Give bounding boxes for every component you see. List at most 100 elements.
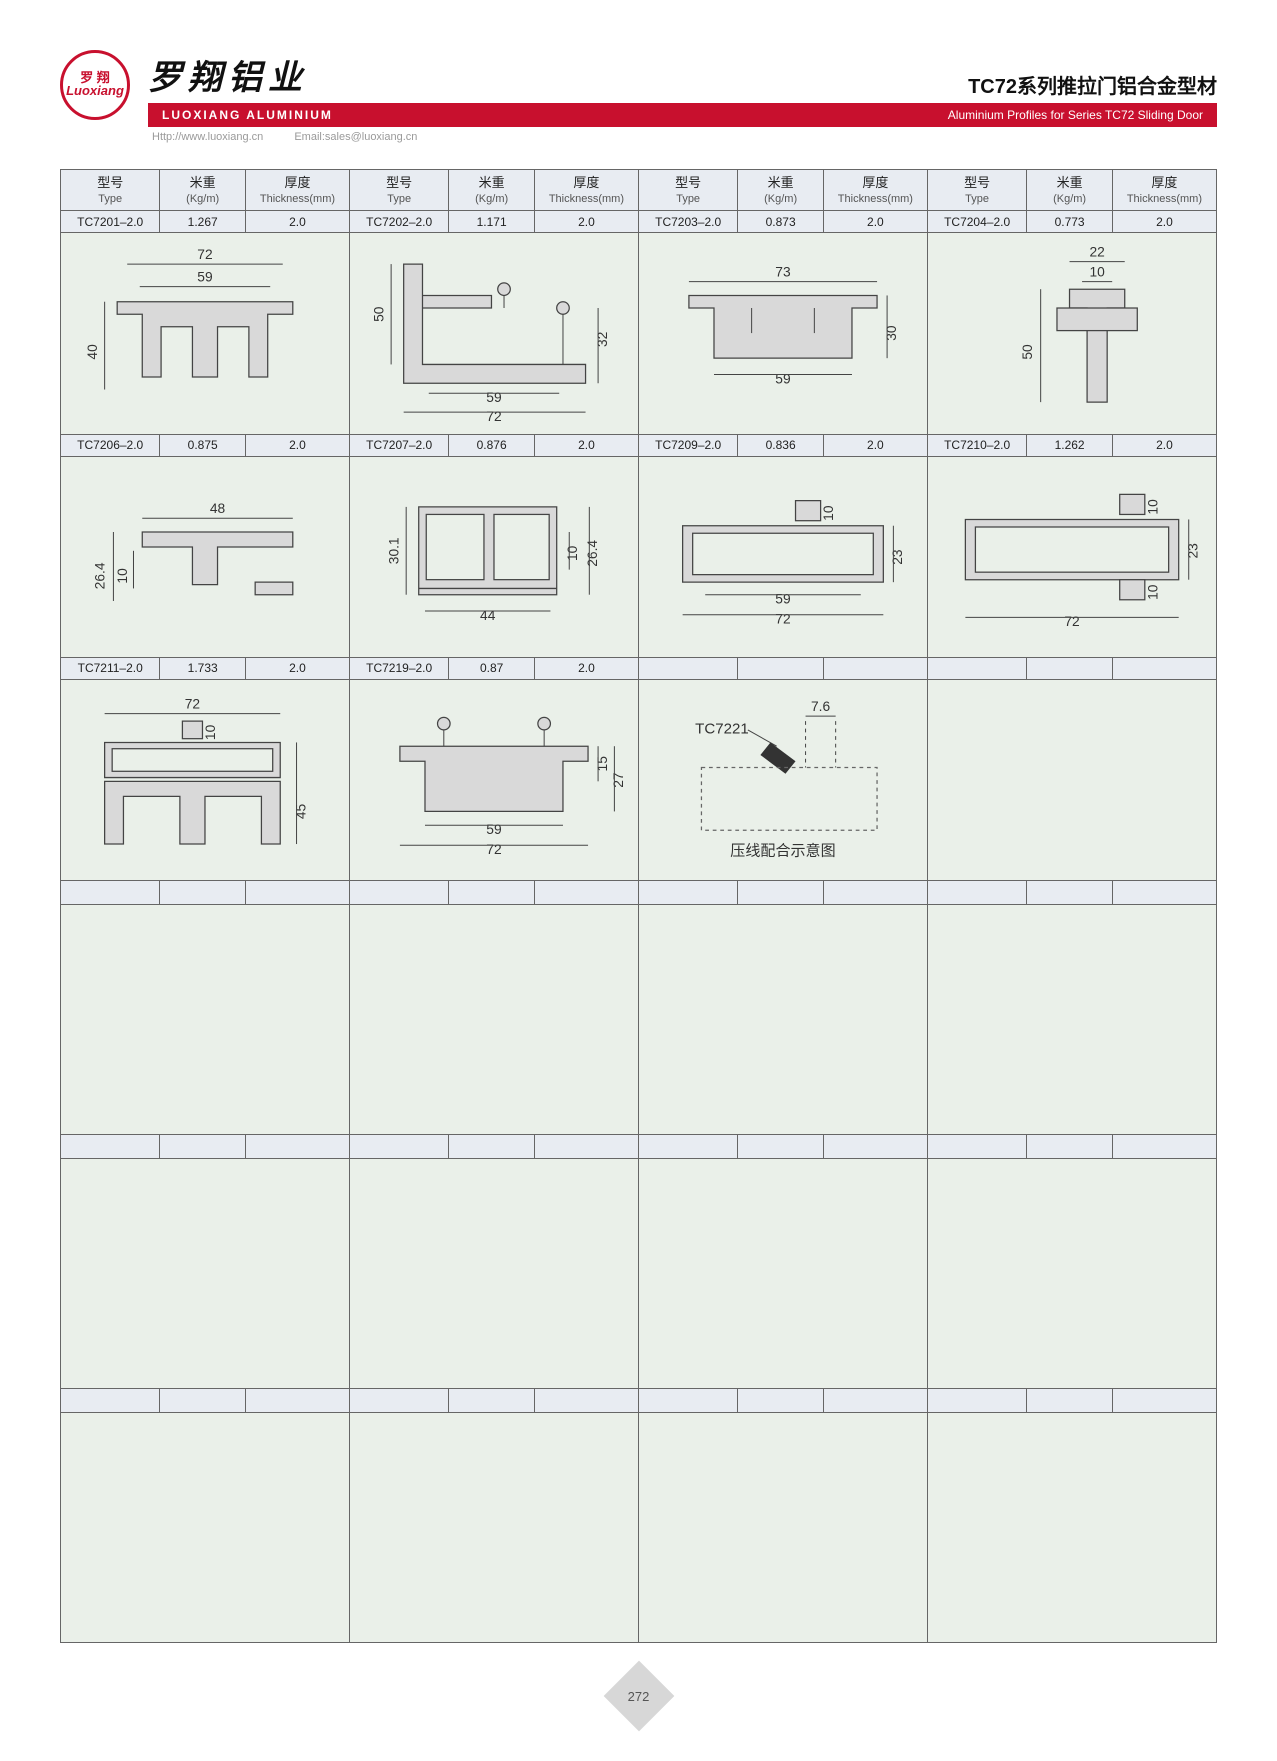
- svg-text:10: 10: [203, 724, 218, 740]
- th-thick: 厚度Thickness(mm): [823, 170, 927, 211]
- empty-data-row: [61, 1135, 1217, 1159]
- profile-diagram-icon: 72 10 45: [67, 686, 343, 874]
- svg-text:72: 72: [197, 247, 212, 262]
- diagram-row: 72 59 40 50: [61, 233, 1217, 434]
- red-bar-left: LUOXIANG ALUMINIUM: [162, 108, 333, 122]
- th-type: 型号Type: [349, 170, 448, 211]
- diagram-cell: 72 10 45: [61, 679, 350, 880]
- svg-text:72: 72: [486, 409, 501, 424]
- cell-type: TC7219–2.0: [349, 657, 448, 679]
- cell-weight: 0.836: [738, 434, 824, 456]
- svg-text:50: 50: [372, 307, 387, 323]
- th-thick: 厚度Thickness(mm): [245, 170, 349, 211]
- svg-text:26.4: 26.4: [93, 562, 108, 589]
- cell-weight: 0.87: [449, 657, 535, 679]
- cell-thick: 2.0: [823, 434, 927, 456]
- cell-thick: 2.0: [534, 211, 638, 233]
- diagram-cell: 10 23 59 72: [638, 456, 927, 657]
- svg-text:26.4: 26.4: [585, 539, 600, 566]
- contact-row: Http://www.luoxiang.cn Email:sales@luoxi…: [148, 131, 1217, 143]
- svg-text:27: 27: [611, 772, 626, 787]
- cell-type: TC7201–2.0: [61, 211, 160, 233]
- cell-thick: 2.0: [534, 434, 638, 456]
- logo-circle: 罗 翔 Luoxiang: [60, 50, 130, 120]
- cell-type: TC7209–2.0: [638, 434, 737, 456]
- cell-thick: [1112, 657, 1216, 679]
- svg-text:30.1: 30.1: [387, 537, 402, 564]
- empty-data-row: [61, 1389, 1217, 1413]
- diagram-cell: 22 10 50: [927, 233, 1216, 434]
- profile-diagram-icon: 10 23 59 72: [645, 463, 921, 651]
- red-bar-right: Aluminium Profiles for Series TC72 Slidi…: [948, 108, 1203, 122]
- diagram-cell: TC7221 7.6 压线配合示意图: [638, 679, 927, 880]
- th-type: 型号Type: [638, 170, 737, 211]
- profile-diagram-icon: 72 59 40: [67, 239, 343, 427]
- empty-diagram-row: [61, 1413, 1217, 1643]
- empty-diagram-row: [61, 905, 1217, 1135]
- th-weight: 米重(Kg/m): [160, 170, 246, 211]
- diagram-cell: [927, 679, 1216, 880]
- th-weight: 米重(Kg/m): [738, 170, 824, 211]
- svg-text:10: 10: [115, 568, 130, 584]
- cell-weight: 0.875: [160, 434, 246, 456]
- cell-weight: 1.733: [160, 657, 246, 679]
- svg-text:30: 30: [884, 326, 899, 342]
- profiles-table: 型号Type 米重(Kg/m) 厚度Thickness(mm) 型号Type 米…: [60, 169, 1217, 1643]
- cell-type: TC7204–2.0: [927, 211, 1026, 233]
- empty-data-row: [61, 881, 1217, 905]
- cell-type: TC7211–2.0: [61, 657, 160, 679]
- cell-weight: [1027, 657, 1113, 679]
- diagram-row: 72 10 45: [61, 679, 1217, 880]
- svg-text:72: 72: [775, 611, 790, 626]
- data-row: TC7201–2.0 1.267 2.0 TC7202–2.0 1.171 2.…: [61, 211, 1217, 233]
- svg-text:72: 72: [185, 696, 200, 711]
- page-number-badge: 272: [614, 1671, 664, 1721]
- svg-text:10: 10: [1089, 265, 1105, 280]
- cell-type: [638, 657, 737, 679]
- logo-en: Luoxiang: [66, 84, 124, 98]
- th-weight: 米重(Kg/m): [449, 170, 535, 211]
- svg-text:59: 59: [486, 822, 502, 837]
- svg-text:23: 23: [890, 549, 905, 565]
- th-thick: 厚度Thickness(mm): [1112, 170, 1216, 211]
- diagram-row: 48 26.4 10 30.1: [61, 456, 1217, 657]
- svg-text:50: 50: [1020, 344, 1035, 360]
- svg-text:15: 15: [595, 756, 610, 772]
- header-row: 型号Type 米重(Kg/m) 厚度Thickness(mm) 型号Type 米…: [61, 170, 1217, 211]
- data-row: TC7211–2.0 1.733 2.0 TC7219–2.0 0.87 2.0: [61, 657, 1217, 679]
- diagram-cell: 73 30 59: [638, 233, 927, 434]
- svg-text:10: 10: [821, 505, 836, 521]
- th-type: 型号Type: [61, 170, 160, 211]
- cell-thick: 2.0: [245, 211, 349, 233]
- svg-text:22: 22: [1089, 245, 1104, 260]
- diagram-cell: 30.1 44 10 26.4: [349, 456, 638, 657]
- cell-weight: 0.873: [738, 211, 824, 233]
- brand-name: 罗翔铝业: [148, 50, 308, 99]
- cell-weight: 1.267: [160, 211, 246, 233]
- profile-diagram-icon: 15 27 59 72: [356, 686, 632, 874]
- red-bar: LUOXIANG ALUMINIUM Aluminium Profiles fo…: [148, 103, 1217, 127]
- profile-diagram-icon: 10 23 10 72: [934, 463, 1210, 651]
- th-type: 型号Type: [927, 170, 1026, 211]
- empty-diagram-row: [61, 1159, 1217, 1389]
- cell-type: TC7210–2.0: [927, 434, 1026, 456]
- assembly-diagram-icon: TC7221 7.6 压线配合示意图: [645, 686, 921, 874]
- profile-diagram-icon: 50 32 59 72: [356, 239, 632, 427]
- profile-diagram-icon: 22 10 50: [934, 239, 1210, 427]
- svg-text:72: 72: [486, 842, 501, 857]
- cell-type: TC7203–2.0: [638, 211, 737, 233]
- svg-text:10: 10: [1145, 584, 1160, 600]
- th-weight: 米重(Kg/m): [1027, 170, 1113, 211]
- diagram-cell: 72 59 40: [61, 233, 350, 434]
- svg-text:59: 59: [197, 270, 213, 285]
- svg-text:59: 59: [486, 390, 502, 405]
- header-right: 罗翔铝业 TC72系列推拉门铝合金型材 LUOXIANG ALUMINIUM A…: [148, 50, 1217, 143]
- cell-type: TC7206–2.0: [61, 434, 160, 456]
- diagram-cell: 48 26.4 10: [61, 456, 350, 657]
- cell-weight: 1.171: [449, 211, 535, 233]
- data-row: TC7206–2.0 0.875 2.0 TC7207–2.0 0.876 2.…: [61, 434, 1217, 456]
- diagram-cell: 50 32 59 72: [349, 233, 638, 434]
- page-header: 罗 翔 Luoxiang 罗翔铝业 TC72系列推拉门铝合金型材 LUOXIAN…: [60, 50, 1217, 143]
- svg-text:10: 10: [565, 545, 580, 561]
- svg-text:7.6: 7.6: [811, 699, 830, 714]
